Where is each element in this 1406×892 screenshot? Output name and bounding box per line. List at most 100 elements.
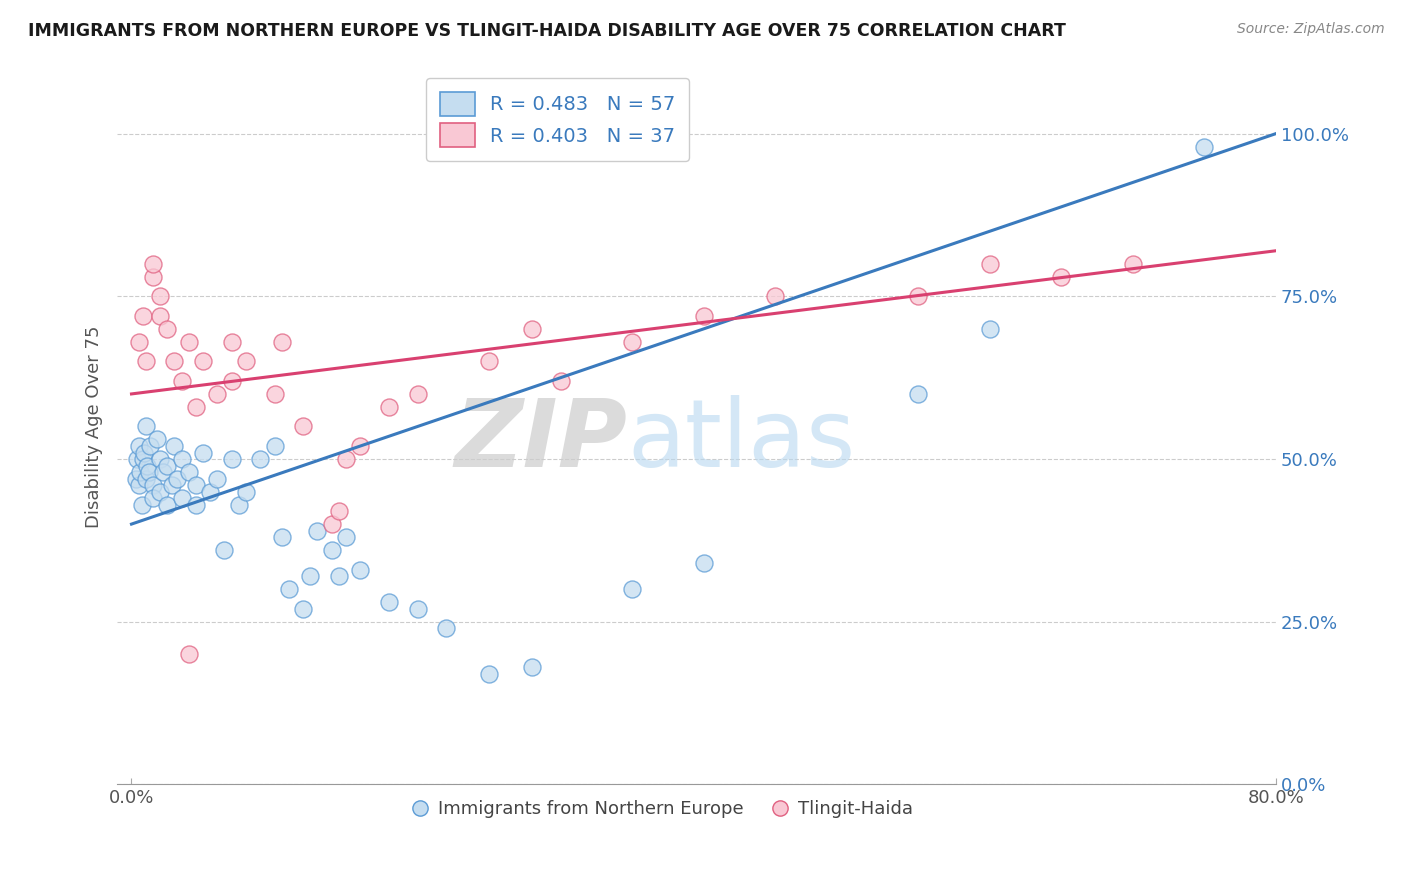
Point — [156, 458, 179, 473]
Point — [270, 530, 292, 544]
Point — [270, 334, 292, 349]
Point — [184, 478, 207, 492]
Point — [335, 452, 357, 467]
Point — [221, 452, 243, 467]
Point — [263, 439, 285, 453]
Point — [135, 354, 157, 368]
Point — [134, 445, 156, 459]
Point — [149, 484, 172, 499]
Point — [149, 309, 172, 323]
Point — [221, 374, 243, 388]
Point — [139, 439, 162, 453]
Point — [235, 354, 257, 368]
Point — [763, 289, 786, 303]
Point — [214, 543, 236, 558]
Point — [128, 478, 150, 492]
Point — [406, 601, 429, 615]
Point — [907, 289, 929, 303]
Point — [142, 491, 165, 505]
Text: Source: ZipAtlas.com: Source: ZipAtlas.com — [1237, 22, 1385, 37]
Point — [349, 563, 371, 577]
Point — [170, 374, 193, 388]
Point — [207, 387, 229, 401]
Point — [520, 660, 543, 674]
Point — [163, 439, 186, 453]
Point — [1194, 139, 1216, 153]
Point — [177, 647, 200, 661]
Point — [170, 452, 193, 467]
Point — [149, 289, 172, 303]
Point — [156, 498, 179, 512]
Point — [129, 465, 152, 479]
Point — [693, 309, 716, 323]
Point — [349, 439, 371, 453]
Point — [228, 498, 250, 512]
Point — [184, 498, 207, 512]
Point — [434, 621, 457, 635]
Point — [138, 465, 160, 479]
Point — [152, 465, 174, 479]
Point — [1122, 257, 1144, 271]
Point — [149, 452, 172, 467]
Point — [478, 666, 501, 681]
Point — [142, 478, 165, 492]
Text: IMMIGRANTS FROM NORTHERN EUROPE VS TLINGIT-HAIDA DISABILITY AGE OVER 75 CORRELAT: IMMIGRANTS FROM NORTHERN EUROPE VS TLING… — [28, 22, 1066, 40]
Point — [163, 354, 186, 368]
Point — [166, 471, 188, 485]
Point — [184, 400, 207, 414]
Point — [135, 471, 157, 485]
Point — [191, 445, 214, 459]
Point — [177, 465, 200, 479]
Point — [128, 334, 150, 349]
Text: ZIP: ZIP — [454, 395, 627, 487]
Point — [621, 582, 644, 597]
Legend: Immigrants from Northern Europe, Tlingit-Haida: Immigrants from Northern Europe, Tlingit… — [404, 793, 920, 825]
Point — [177, 334, 200, 349]
Point — [621, 334, 644, 349]
Point — [142, 257, 165, 271]
Point — [160, 478, 183, 492]
Point — [378, 595, 401, 609]
Point — [307, 524, 329, 538]
Point — [136, 458, 159, 473]
Point — [127, 452, 149, 467]
Point — [321, 543, 343, 558]
Point — [146, 433, 169, 447]
Point — [292, 419, 315, 434]
Point — [979, 257, 1001, 271]
Point — [235, 484, 257, 499]
Point — [198, 484, 221, 499]
Point — [328, 569, 350, 583]
Point — [207, 471, 229, 485]
Point — [125, 471, 148, 485]
Point — [170, 491, 193, 505]
Point — [406, 387, 429, 401]
Point — [328, 504, 350, 518]
Point — [292, 601, 315, 615]
Point — [1050, 269, 1073, 284]
Point — [132, 309, 155, 323]
Point — [478, 354, 501, 368]
Point — [128, 439, 150, 453]
Point — [520, 322, 543, 336]
Point — [131, 498, 153, 512]
Point — [979, 322, 1001, 336]
Point — [907, 387, 929, 401]
Point — [221, 334, 243, 349]
Point — [550, 374, 572, 388]
Point — [249, 452, 271, 467]
Point — [277, 582, 299, 597]
Point — [378, 400, 401, 414]
Y-axis label: Disability Age Over 75: Disability Age Over 75 — [86, 326, 103, 528]
Point — [135, 419, 157, 434]
Text: atlas: atlas — [627, 395, 855, 487]
Point — [263, 387, 285, 401]
Point — [335, 530, 357, 544]
Point — [299, 569, 322, 583]
Point — [321, 517, 343, 532]
Point — [156, 322, 179, 336]
Point — [693, 556, 716, 570]
Point — [142, 269, 165, 284]
Point — [132, 452, 155, 467]
Point — [191, 354, 214, 368]
